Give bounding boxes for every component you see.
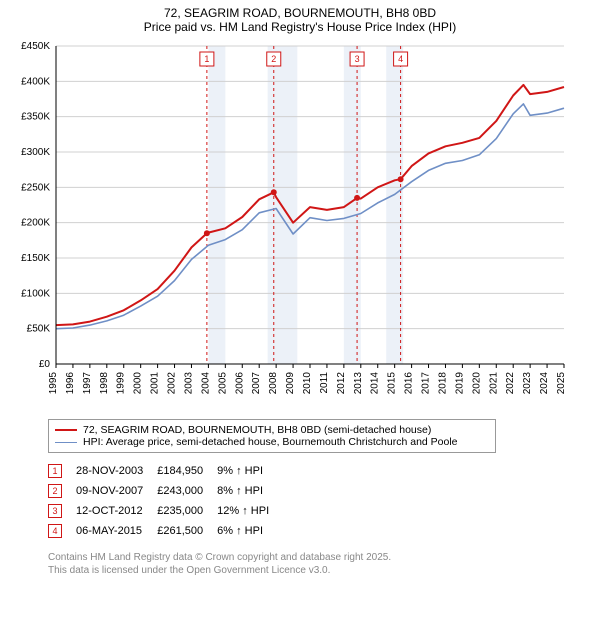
x-tick-label: 2007 — [251, 372, 262, 395]
y-tick-label: £400K — [21, 76, 50, 87]
x-tick-label: 2011 — [319, 372, 330, 394]
x-tick-label: 2001 — [150, 372, 161, 395]
transaction-price: £261,500 — [157, 521, 217, 541]
transaction-row: 3 12-OCT-2012£235,00012% ↑ HPI — [48, 501, 283, 521]
x-tick-label: 2022 — [505, 372, 516, 395]
x-tick-label: 2005 — [217, 372, 228, 395]
transaction-date: 28-NOV-2003 — [76, 461, 157, 481]
x-tick-label: 2010 — [302, 372, 313, 395]
y-tick-label: £350K — [21, 112, 50, 123]
y-tick-label: £450K — [21, 41, 50, 52]
footer-line-1: Contains HM Land Registry data © Crown c… — [48, 551, 592, 564]
transaction-date: 12-OCT-2012 — [76, 501, 157, 521]
x-tick-label: 2021 — [488, 372, 499, 395]
transaction-pct: 12% ↑ HPI — [217, 501, 283, 521]
legend-label: 72, SEAGRIM ROAD, BOURNEMOUTH, BH8 0BD (… — [83, 424, 431, 436]
marker-badge-number: 3 — [355, 54, 360, 64]
marker-badge: 3 — [48, 504, 62, 518]
legend-swatch — [55, 442, 77, 443]
y-tick-label: £50K — [27, 324, 51, 335]
x-tick-label: 1999 — [116, 372, 127, 395]
transaction-price: £243,000 — [157, 481, 217, 501]
y-tick-label: £100K — [21, 288, 50, 299]
transaction-pct: 8% ↑ HPI — [217, 481, 283, 501]
legend-swatch — [55, 429, 77, 431]
x-tick-label: 2019 — [454, 372, 465, 395]
x-tick-label: 1997 — [82, 372, 93, 395]
sale-dot — [271, 189, 277, 195]
sale-dot — [354, 195, 360, 201]
x-tick-label: 2017 — [421, 372, 432, 395]
y-tick-label: £0 — [39, 359, 51, 370]
transaction-pct: 6% ↑ HPI — [217, 521, 283, 541]
y-tick-label: £300K — [21, 147, 50, 158]
x-tick-label: 2012 — [336, 372, 347, 395]
title-sub: Price paid vs. HM Land Registry's House … — [8, 20, 592, 34]
marker-badge-number: 1 — [204, 54, 209, 64]
transaction-row: 4 06-MAY-2015£261,5006% ↑ HPI — [48, 521, 283, 541]
footer-line-2: This data is licensed under the Open Gov… — [48, 564, 592, 577]
x-tick-label: 2020 — [471, 372, 482, 395]
x-tick-label: 2024 — [539, 372, 550, 395]
legend-label: HPI: Average price, semi-detached house,… — [83, 436, 458, 448]
x-tick-label: 2023 — [522, 372, 533, 395]
titles: 72, SEAGRIM ROAD, BOURNEMOUTH, BH8 0BD P… — [8, 6, 592, 34]
x-tick-label: 2018 — [437, 372, 448, 395]
x-tick-label: 1996 — [65, 372, 76, 395]
legend: 72, SEAGRIM ROAD, BOURNEMOUTH, BH8 0BD (… — [48, 419, 496, 453]
x-tick-label: 2015 — [387, 372, 398, 395]
x-tick-label: 2008 — [268, 372, 279, 395]
transaction-row: 1 28-NOV-2003£184,9509% ↑ HPI — [48, 461, 283, 481]
y-tick-label: £150K — [21, 253, 50, 264]
sale-dot — [204, 230, 210, 236]
x-tick-label: 2004 — [200, 372, 211, 395]
transaction-date: 09-NOV-2007 — [76, 481, 157, 501]
x-tick-label: 2003 — [183, 372, 194, 395]
marker-badge: 1 — [48, 464, 62, 478]
x-tick-label: 2025 — [556, 372, 567, 395]
arrow-up-icon: ↑ — [242, 505, 248, 517]
arrow-up-icon: ↑ — [236, 525, 242, 537]
transaction-price: £184,950 — [157, 461, 217, 481]
x-tick-label: 2000 — [133, 372, 144, 395]
chart: £0 £50K £100K £150K £200K £250K £300K £350K £400… — [8, 38, 592, 413]
x-tick-label: 2002 — [167, 372, 178, 395]
transaction-pct: 9% ↑ HPI — [217, 461, 283, 481]
x-tick-label: 1998 — [99, 372, 110, 395]
x-tick-label: 2016 — [404, 372, 415, 395]
legend-item: HPI: Average price, semi-detached house,… — [55, 436, 489, 448]
marker-badge: 2 — [48, 484, 62, 498]
transaction-price: £235,000 — [157, 501, 217, 521]
sale-dot — [398, 176, 404, 182]
legend-item: 72, SEAGRIM ROAD, BOURNEMOUTH, BH8 0BD (… — [55, 424, 489, 436]
chart-svg: £0 £50K £100K £150K £200K £250K £300K £350K £400… — [8, 38, 568, 408]
y-tick-label: £200K — [21, 218, 50, 229]
x-tick-label: 1995 — [48, 372, 59, 395]
marker-badge: 4 — [48, 524, 62, 538]
x-tick-label: 2009 — [285, 372, 296, 395]
x-tick-label: 2006 — [234, 372, 245, 395]
marker-badge-number: 4 — [398, 54, 403, 64]
title-main: 72, SEAGRIM ROAD, BOURNEMOUTH, BH8 0BD — [8, 6, 592, 20]
x-tick-label: 2013 — [353, 372, 364, 395]
footer: Contains HM Land Registry data © Crown c… — [48, 551, 592, 577]
transaction-row: 2 09-NOV-2007£243,0008% ↑ HPI — [48, 481, 283, 501]
chart-container: 72, SEAGRIM ROAD, BOURNEMOUTH, BH8 0BD P… — [0, 0, 600, 585]
arrow-up-icon: ↑ — [236, 485, 242, 497]
arrow-up-icon: ↑ — [236, 465, 242, 477]
x-tick-label: 2014 — [370, 372, 381, 395]
y-tick-label: £250K — [21, 182, 50, 193]
transaction-date: 06-MAY-2015 — [76, 521, 157, 541]
transactions-table: 1 28-NOV-2003£184,9509% ↑ HPI 2 09-NOV-2007… — [48, 461, 283, 541]
marker-badge-number: 2 — [271, 54, 276, 64]
